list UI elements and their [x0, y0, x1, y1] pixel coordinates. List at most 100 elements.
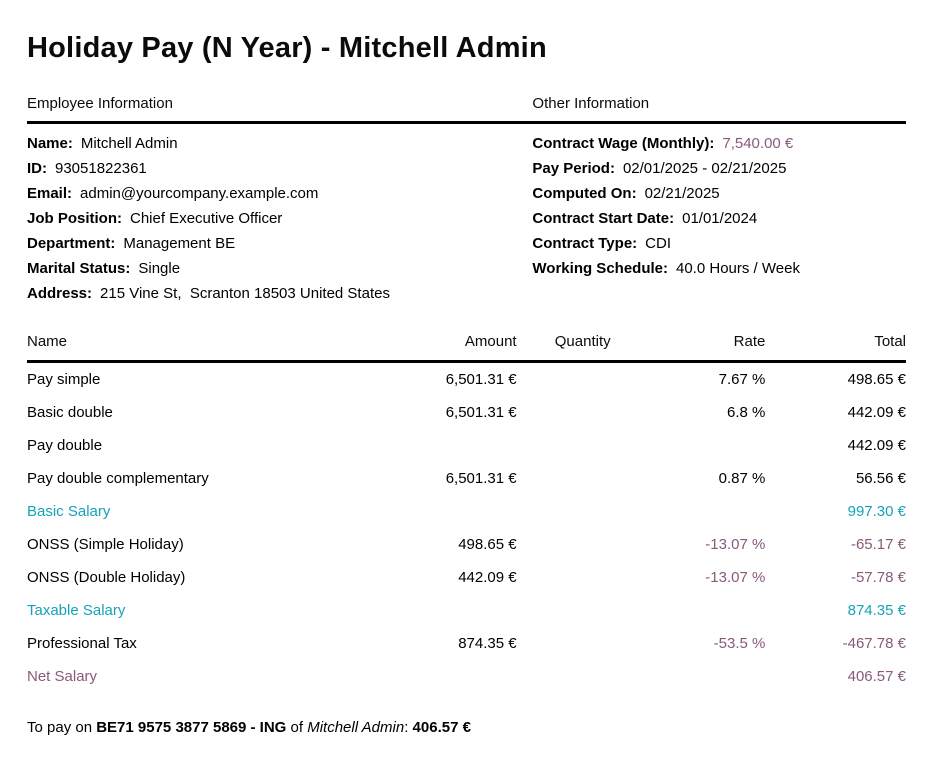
info-field-label: Email: [27, 185, 73, 202]
info-field-label: Pay Period: [532, 160, 615, 177]
payment-note-middle: of [290, 719, 304, 736]
cell-rate: 7.67 % [718, 371, 766, 388]
info-field-value: 7,540.00 € [722, 135, 794, 152]
cell-name: Pay simple [27, 371, 101, 388]
info-field: Name: Mitchell Admin [27, 131, 532, 156]
info-field-label: Department: [27, 235, 116, 252]
info-field: Job Position: Chief Executive Officer [27, 206, 532, 231]
payment-amount: 406.57 € [412, 719, 471, 736]
info-field: Address: 215 Vine St, Scranton 18503 Unit… [27, 281, 532, 306]
cell-amount: 442.09 € [458, 569, 517, 586]
info-field-value: Chief Executive Officer [130, 210, 283, 227]
info-field-label: Job Position: [27, 210, 122, 227]
info-field-label: ID: [27, 160, 47, 177]
info-field: Computed On: 02/21/2025 [532, 181, 906, 206]
cell-rate [611, 495, 766, 528]
info-field: Contract Start Date: 01/01/2024 [532, 206, 906, 231]
table-row: Pay double 442.09 € [27, 429, 906, 462]
payment-note-prefix: To pay on [27, 719, 93, 736]
cell-quantity [517, 627, 611, 660]
table-row: ONSS (Simple Holiday) 498.65 € -13.07 % -65… [27, 528, 906, 561]
column-header-quantity: Quantity [516, 333, 611, 363]
cell-quantity [517, 495, 611, 528]
cell-total: 406.57 € [847, 668, 906, 685]
column-header-total: Total [765, 333, 906, 363]
cell-name: ONSS (Simple Holiday) [27, 536, 184, 553]
cell-amount [379, 495, 517, 528]
info-field-value: CDI [645, 235, 671, 252]
info-field-label: Computed On: [532, 185, 637, 202]
cell-rate: 6.8 % [726, 404, 766, 421]
payment-note-separator: : [404, 719, 409, 736]
info-field-value: admin@yourcompany.example.com [80, 185, 319, 202]
cell-amount: 6,501.31 € [445, 371, 517, 388]
cell-rate [611, 594, 766, 627]
info-field-value: 02/21/2025 [644, 185, 720, 202]
cell-total: 997.30 € [847, 503, 906, 520]
cell-total: -65.17 € [850, 536, 906, 553]
table-header-row: Name Amount Quantity Rate Total [27, 333, 906, 363]
table-row: Pay simple 6,501.31 € 7.67 % 498.65 € [27, 362, 906, 397]
cell-total: 874.35 € [847, 602, 906, 619]
employee-info-fields: Name: Mitchell Admin ID: 93051822361 Email: a… [27, 131, 532, 306]
info-field-label: Name: [27, 135, 73, 152]
salary-computation-table: Name Amount Quantity Rate Total Pay simple 6,… [27, 333, 906, 693]
cell-rate [611, 429, 766, 462]
table-row: Professional Tax 874.35 € -53.5 % -467.78 € [27, 627, 906, 660]
cell-name: Basic double [27, 404, 113, 421]
other-info-heading: Other Information [532, 95, 650, 112]
cell-total: -467.78 € [842, 635, 906, 652]
payment-note: To pay on BE71 9575 3877 5869 - ING of M… [27, 719, 906, 736]
column-header-rate: Rate [610, 333, 766, 363]
table-row: Basic double 6,501.31 € 6.8 % 442.09 € [27, 396, 906, 429]
page-title: Holiday Pay (N Year) - Mitchell Admin [27, 32, 547, 64]
cell-name: Net Salary [27, 668, 98, 685]
cell-rate: -13.07 % [705, 536, 766, 553]
cell-rate: -13.07 % [705, 569, 766, 586]
info-field-value: 02/01/2025 - 02/21/2025 [622, 160, 787, 177]
cell-name: Pay double [27, 437, 103, 454]
cell-quantity [517, 660, 611, 693]
payee-name: Mitchell Admin [307, 719, 405, 736]
info-field-label: Contract Start Date: [532, 210, 675, 227]
bank-account-number: BE71 9575 3877 5869 - ING [96, 719, 287, 736]
cell-rate: -53.5 % [713, 635, 766, 652]
table-row: Pay double complementary 6,501.31 € 0.87 %… [27, 462, 906, 495]
table-row: Taxable Salary 874.35 € [27, 594, 906, 627]
info-field-value: Management BE [123, 235, 236, 252]
employee-info-heading: Employee Information [27, 95, 173, 112]
info-field-value: 40.0 Hours / Week [676, 260, 800, 277]
cell-name: Professional Tax [27, 635, 137, 652]
info-section-headings: Employee Information Other Information [27, 95, 906, 124]
info-field: Email: admin@yourcompany.example.com [27, 181, 532, 206]
cell-rate [611, 660, 766, 693]
cell-amount [379, 660, 517, 693]
info-field-value: Mitchell Admin [80, 135, 178, 152]
info-field-label: Address: [27, 285, 93, 302]
cell-quantity [517, 429, 611, 462]
column-header-amount: Amount [378, 333, 517, 363]
info-field: ID: 93051822361 [27, 156, 532, 181]
info-field: Marital Status: Single [27, 256, 532, 281]
cell-total: 56.56 € [855, 470, 906, 487]
info-field-label: Contract Wage (Monthly): [532, 135, 715, 152]
cell-rate: 0.87 % [718, 470, 766, 487]
info-field-label: Marital Status: [27, 260, 131, 277]
cell-quantity [517, 462, 611, 495]
cell-quantity [517, 396, 611, 429]
info-field-value: Single [138, 260, 181, 277]
table-row: ONSS (Double Holiday) 442.09 € -13.07 % -57… [27, 561, 906, 594]
cell-name: Taxable Salary [27, 602, 126, 619]
info-field-label: Working Schedule: [532, 260, 668, 277]
other-info-fields: Contract Wage (Monthly): 7,540.00 € Pay Pe… [532, 131, 906, 306]
cell-total: 442.09 € [847, 404, 906, 421]
table-row: Basic Salary 997.30 € [27, 495, 906, 528]
info-field-value: 01/01/2024 [682, 210, 758, 227]
cell-total: 442.09 € [847, 437, 906, 454]
cell-name: ONSS (Double Holiday) [27, 569, 186, 586]
info-field: Department: Management BE [27, 231, 532, 256]
cell-quantity [517, 561, 611, 594]
cell-name: Basic Salary [27, 503, 111, 520]
cell-total: -57.78 € [850, 569, 906, 586]
